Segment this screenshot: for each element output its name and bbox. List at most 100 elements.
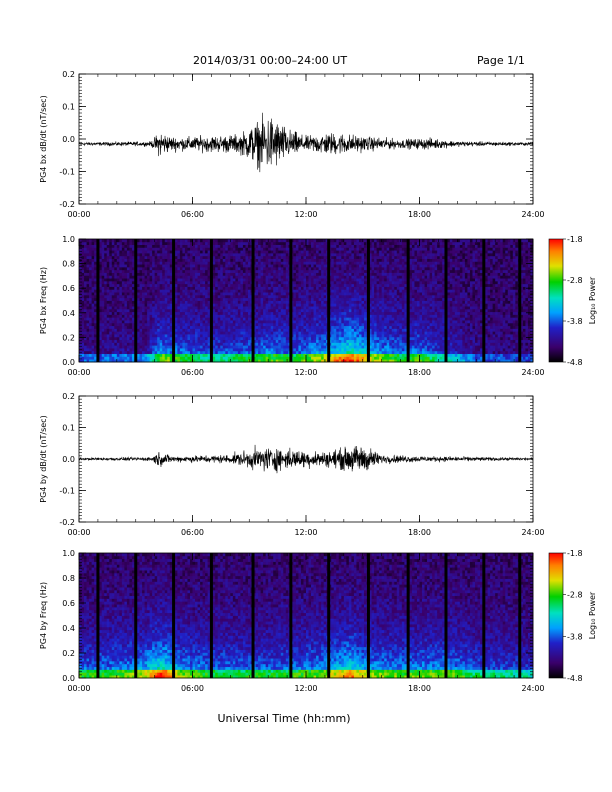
heatmap-cell [129, 350, 133, 355]
heatmap-cell [189, 294, 193, 299]
heatmap-cell [285, 294, 289, 299]
heatmap-cell [237, 239, 241, 243]
heatmap-cell [200, 342, 203, 346]
heatmap-cell [159, 306, 163, 310]
heatmap-cell [86, 306, 90, 310]
heatmap-cell [212, 255, 216, 259]
heatmap-cell [333, 342, 337, 346]
heatmap-cell [275, 272, 279, 276]
heatmap-cell [300, 314, 304, 318]
heatmap-cell [89, 264, 93, 268]
heatmap-cell [318, 311, 322, 315]
heatmap-cell [147, 292, 151, 296]
heatmap-cell [189, 303, 193, 307]
heatmap-cell [124, 317, 128, 321]
heatmap-cell [192, 239, 196, 243]
heatmap-cell [99, 353, 103, 357]
heatmap-cell [207, 359, 211, 363]
heatmap-cell [121, 342, 125, 346]
heatmap-cell [323, 272, 327, 276]
heatmap-cell [169, 359, 173, 363]
heatmap-cell [222, 292, 226, 296]
heatmap-cell [225, 345, 229, 349]
heatmap-cell [159, 252, 163, 257]
heatmap-cell [285, 272, 289, 276]
heatmap-cell [157, 244, 161, 248]
heatmap-cell [336, 280, 340, 285]
heatmap-cell [225, 306, 229, 310]
heatmap-cell [99, 320, 103, 324]
heatmap-cell [152, 289, 156, 293]
heatmap-cell [215, 300, 219, 304]
heatmap-cell [177, 286, 181, 290]
heatmap-cell [283, 300, 287, 304]
heatmap-cell [293, 278, 297, 282]
heatmap-cell [331, 258, 335, 262]
heatmap-cell [260, 311, 264, 315]
heatmap-cell [106, 359, 110, 363]
heatmap-cell [179, 280, 183, 285]
heatmap-cell [139, 266, 143, 271]
heatmap-cell [230, 247, 234, 251]
heatmap-cell [222, 359, 226, 363]
heatmap-cell [212, 306, 216, 310]
heatmap-cell [200, 255, 203, 259]
heatmap-cell [182, 294, 186, 299]
heatmap-cell [157, 289, 161, 293]
heatmap-cell [184, 322, 188, 327]
heatmap-cell [106, 272, 110, 276]
heatmap-cell [333, 292, 337, 296]
heatmap-cell [86, 261, 90, 265]
heatmap-cell [278, 289, 282, 293]
heatmap-cell [235, 320, 239, 324]
heatmap-cell [346, 252, 350, 257]
heatmap-cell [306, 306, 309, 310]
heatmap-cell [283, 339, 287, 343]
heatmap-cell [144, 294, 148, 299]
heatmap-cell [197, 317, 201, 321]
heatmap-cell [207, 303, 211, 307]
heatmap-cell [220, 255, 224, 259]
heatmap-cell [195, 353, 198, 357]
heatmap-cell [101, 255, 105, 259]
heatmap-cell [81, 339, 85, 343]
heatmap-cell [308, 247, 312, 251]
heatmap-cell [119, 303, 123, 307]
heatmap-cell [197, 272, 201, 276]
heatmap-cell [242, 261, 246, 265]
heatmap-cell [152, 328, 156, 332]
heatmap-cell [157, 272, 161, 276]
heatmap-cell [126, 289, 130, 293]
heatmap-cell [99, 342, 103, 346]
heatmap-cell [245, 264, 249, 268]
heatmap-cell [230, 308, 234, 313]
heatmap-cell [154, 359, 158, 363]
heatmap-cell [260, 325, 264, 329]
heatmap-cell [109, 339, 113, 343]
heatmap-cell [346, 342, 350, 346]
heatmap-cell [270, 297, 274, 301]
heatmap-cell [293, 250, 297, 254]
heatmap-cell [316, 297, 320, 301]
heatmap-cell [89, 239, 93, 243]
heatmap-cell [232, 325, 236, 329]
heatmap-cell [353, 286, 357, 290]
heatmap-cell [91, 350, 95, 355]
heatmap-cell [321, 252, 325, 257]
heatmap-cell [215, 350, 219, 355]
heatmap-cell [94, 336, 98, 341]
heatmap-cell [230, 258, 234, 262]
heatmap-cell [179, 353, 183, 357]
heatmap-cell [306, 255, 309, 259]
heatmap-cell [303, 252, 307, 257]
heatmap-cell [119, 261, 123, 265]
heatmap-cell [215, 348, 219, 352]
heatmap-cell [336, 342, 340, 346]
heatmap-cell [318, 317, 322, 321]
heatmap-cell [333, 266, 337, 271]
heatmap-cell [81, 275, 85, 279]
heatmap-cell [169, 339, 173, 343]
heatmap-cell [300, 317, 304, 321]
heatmap-cell [111, 314, 115, 318]
heatmap-cell [336, 244, 340, 248]
